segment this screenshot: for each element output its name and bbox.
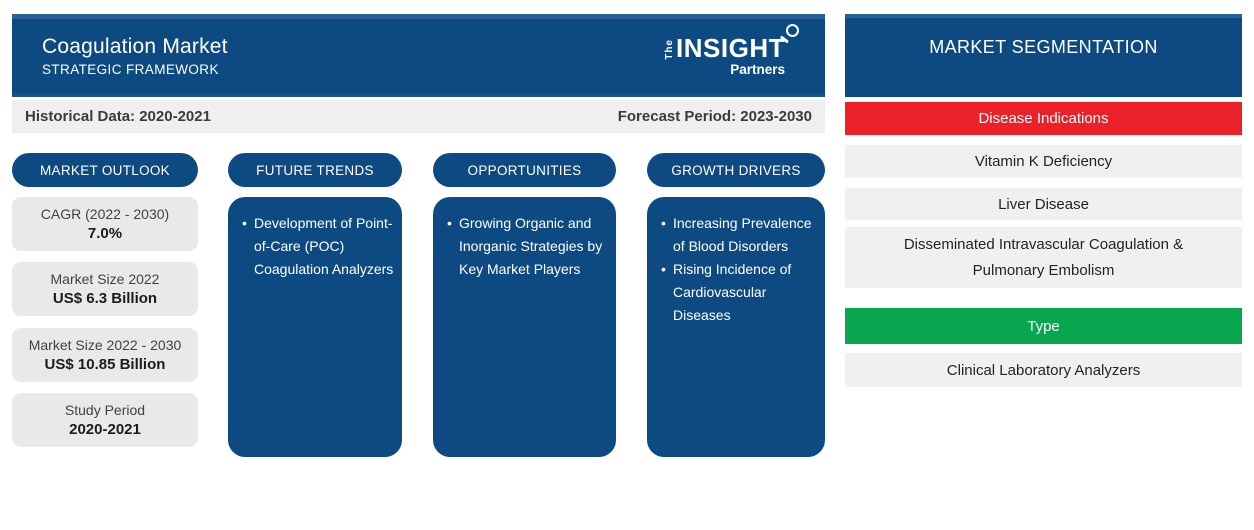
opportunities-box: Growing Organic and Inorganic Strategies… — [433, 197, 616, 457]
stat-value: US$ 10.85 Billion — [44, 356, 166, 373]
market-outlook-pill: MARKET OUTLOOK — [12, 153, 198, 187]
segment-item-liver-disease: Liver Disease — [845, 188, 1242, 220]
report-title: Coagulation Market — [42, 34, 228, 58]
magnifier-lens-icon — [786, 23, 799, 37]
report-header: Coagulation Market STRATEGIC FRAMEWORK T… — [12, 14, 825, 97]
logo-the-text: The — [664, 38, 676, 60]
report-header-titles: Coagulation Market STRATEGIC FRAMEWORK — [42, 35, 228, 77]
report-subtitle: STRATEGIC FRAMEWORK — [42, 61, 219, 77]
future-trends-box: Development of Point-of-Care (POC) Coagu… — [228, 197, 402, 457]
stat-market-size-2022-2030: Market Size 2022 - 2030 US$ 10.85 Billio… — [12, 328, 198, 382]
growth-drivers-list: Increasing Prevalence of Blood Disorders… — [661, 212, 817, 327]
logo-insight-text: INSIGHT — [676, 23, 799, 63]
historical-data-label: Historical Data: 2020-2021 — [25, 108, 211, 125]
segment-category-disease-indications: Disease Indications — [845, 102, 1242, 135]
segment-item-dic-pulmonary-embolism: Disseminated Intravascular Coagulation &… — [845, 227, 1242, 288]
logo-partners-text: Partners — [730, 61, 785, 77]
logo-insight-word: INSIGHT — [676, 32, 785, 63]
stat-label: Study Period — [64, 402, 146, 418]
opportunities-pill: OPPORTUNITIES — [433, 153, 616, 187]
period-bar: Historical Data: 2020-2021 Forecast Peri… — [12, 100, 825, 133]
stat-value: 2020-2021 — [69, 421, 141, 438]
bullet-item: Development of Point-of-Care (POC) Coagu… — [242, 212, 394, 281]
stat-study-period: Study Period 2020-2021 — [12, 393, 198, 447]
forecast-period-label: Forecast Period: 2023-2030 — [617, 108, 812, 125]
future-trends-pill: FUTURE TRENDS — [228, 153, 402, 187]
stat-market-size-2022: Market Size 2022 US$ 6.3 Billion — [12, 262, 198, 316]
future-trends-list: Development of Point-of-Care (POC) Coagu… — [242, 212, 394, 281]
market-segmentation-header: MARKET SEGMENTATION — [845, 14, 1242, 97]
growth-drivers-pill: GROWTH DRIVERS — [647, 153, 825, 187]
bullet-item: Rising Incidence of Cardiovascular Disea… — [661, 258, 817, 327]
stat-label: CAGR (2022 - 2030) — [40, 206, 170, 222]
opportunities-list: Growing Organic and Inorganic Strategies… — [447, 212, 608, 281]
bullet-item: Increasing Prevalence of Blood Disorders — [661, 212, 817, 258]
logo-main: INSIGHT Partners — [676, 23, 799, 77]
insight-partners-logo: The INSIGHT Partners — [664, 23, 799, 77]
growth-drivers-box: Increasing Prevalence of Blood Disorders… — [647, 197, 825, 457]
segment-item-vitamin-k-deficiency: Vitamin K Deficiency — [845, 145, 1242, 178]
bullet-item: Growing Organic and Inorganic Strategies… — [447, 212, 608, 281]
stat-label: Market Size 2022 — [50, 271, 160, 287]
stat-label: Market Size 2022 - 2030 — [28, 337, 182, 353]
stat-cagr: CAGR (2022 - 2030) 7.0% — [12, 197, 198, 251]
stat-value: 7.0% — [87, 225, 123, 242]
stat-value: US$ 6.3 Billion — [52, 290, 158, 307]
segment-category-type: Type — [845, 308, 1242, 344]
segment-item-clinical-laboratory-analyzers: Clinical Laboratory Analyzers — [845, 353, 1242, 387]
